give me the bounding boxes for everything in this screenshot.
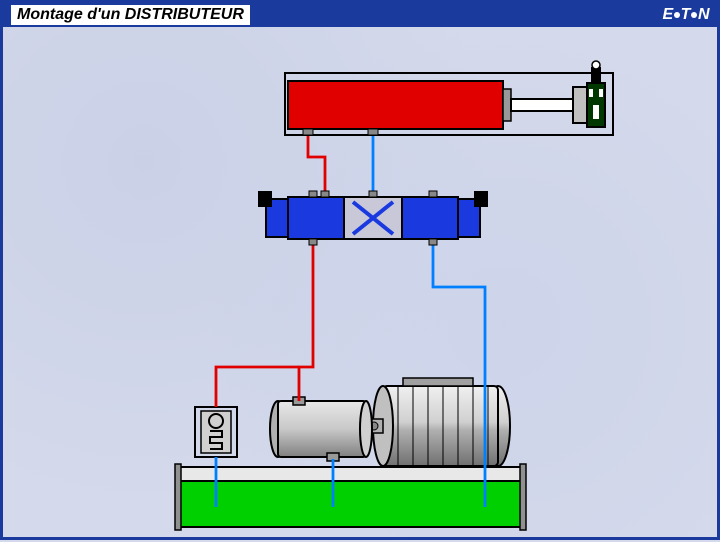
pressure-lines <box>216 129 325 407</box>
hydraulic-pump <box>270 397 372 461</box>
directional-valve <box>258 191 488 245</box>
reservoir <box>175 464 526 530</box>
hydraulic-diagram <box>3 27 717 537</box>
limit-switch <box>587 61 605 127</box>
hydraulic-cylinder <box>285 73 613 135</box>
brand-logo: ETN <box>662 6 709 24</box>
page-title: Montage d'un DISTRIBUTEUR <box>11 5 250 25</box>
relief-valve <box>195 407 237 457</box>
diagram-svg <box>3 27 717 537</box>
electric-motor <box>373 378 510 466</box>
header-bar: Montage d'un DISTRIBUTEUR ETN <box>3 3 717 27</box>
